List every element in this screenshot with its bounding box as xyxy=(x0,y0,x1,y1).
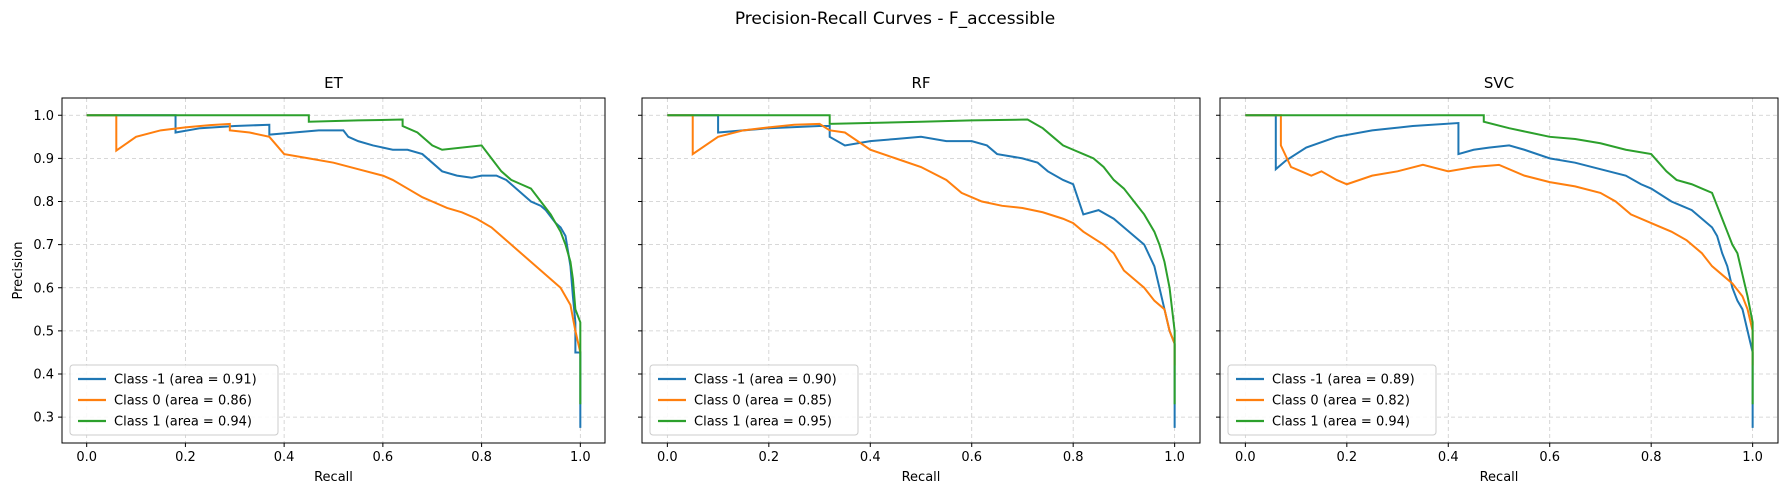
panel-1: 0.0 0.2 0.4 0.6 0.8 1.0 RF Recall Class -1 (area… xyxy=(638,74,1201,485)
panel-title: SVC xyxy=(1484,74,1514,92)
series-line-0 xyxy=(667,114,1176,428)
x-tick-label-5: 1.0 xyxy=(570,450,591,465)
panel-title: RF xyxy=(911,74,930,92)
series-line-1 xyxy=(86,114,582,353)
x-tick-label-0: 0.0 xyxy=(657,450,678,465)
x-axis-label: Recall xyxy=(314,470,353,485)
x-tick-label-1: 0.2 xyxy=(175,450,196,465)
x-tick-label-4: 0.8 xyxy=(471,450,492,465)
figure-suptitle: Precision-Recall Curves - F_accessible xyxy=(735,9,1055,29)
legend-box xyxy=(69,364,279,436)
legend-label-0: Class -1 (area = 0.91) xyxy=(114,373,257,388)
axes-frame xyxy=(1219,97,1779,444)
series-line-2 xyxy=(1245,114,1754,405)
y-axis-label: Precision xyxy=(11,241,26,299)
axes-frame xyxy=(61,97,606,444)
x-axis-label: Recall xyxy=(902,470,941,485)
panel-2: 0.0 0.2 0.4 0.6 0.8 1.0 SVC Recall Class -1 (are… xyxy=(1216,74,1779,485)
legend-label-1: Class 0 (area = 0.82) xyxy=(1272,394,1410,409)
legend-label-1: Class 0 (area = 0.85) xyxy=(694,394,832,409)
legend-label-2: Class 1 (area = 0.94) xyxy=(114,415,252,430)
y-tick-label-4: 0.7 xyxy=(33,238,54,253)
x-tick-label-2: 0.4 xyxy=(860,450,881,465)
x-tick-label-0: 0.0 xyxy=(1235,450,1256,465)
x-tick-label-4: 0.8 xyxy=(1063,450,1084,465)
y-tick-label-2: 0.5 xyxy=(33,324,54,339)
x-tick-label-5: 1.0 xyxy=(1742,450,1763,465)
series-line-1 xyxy=(667,114,1176,366)
x-tick-label-5: 1.0 xyxy=(1164,450,1185,465)
legend-label-1: Class 0 (area = 0.86) xyxy=(114,394,252,409)
y-tick-label-6: 0.9 xyxy=(33,152,54,167)
x-tick-label-2: 0.4 xyxy=(1438,450,1459,465)
x-tick-label-1: 0.2 xyxy=(758,450,779,465)
legend-label-2: Class 1 (area = 0.95) xyxy=(694,415,832,430)
series-line-1 xyxy=(1245,114,1754,366)
y-tick-label-1: 0.4 xyxy=(33,368,54,383)
x-tick-label-3: 0.6 xyxy=(961,450,982,465)
y-tick-label-5: 0.8 xyxy=(33,195,54,210)
x-tick-label-0: 0.0 xyxy=(76,450,97,465)
legend-box xyxy=(649,364,859,436)
legend-label-0: Class -1 (area = 0.90) xyxy=(694,373,837,388)
series-line-2 xyxy=(667,114,1176,405)
legend-label-2: Class 1 (area = 0.94) xyxy=(1272,415,1410,430)
y-tick-label-0: 0.3 xyxy=(33,411,54,426)
panel-title: ET xyxy=(324,74,343,92)
legend-label-0: Class -1 (area = 0.89) xyxy=(1272,373,1415,388)
x-tick-label-3: 0.6 xyxy=(1539,450,1560,465)
x-tick-label-2: 0.4 xyxy=(274,450,295,465)
y-tick-label-3: 0.6 xyxy=(33,281,54,296)
series-line-0 xyxy=(86,114,582,428)
axes-frame xyxy=(641,97,1201,444)
legend-box xyxy=(1227,364,1437,436)
y-tick-label-7: 1.0 xyxy=(33,109,54,124)
series-line-2 xyxy=(86,114,582,405)
series-line-0 xyxy=(1245,114,1754,428)
x-tick-label-3: 0.6 xyxy=(373,450,394,465)
x-tick-label-1: 0.2 xyxy=(1336,450,1357,465)
x-tick-label-4: 0.8 xyxy=(1641,450,1662,465)
x-axis-label: Recall xyxy=(1480,470,1519,485)
panel-0: 0.0 0.2 0.4 0.6 0.8 1.0 0.3 0.4 0.5 0.6 0.7 0.8 0.9 1… xyxy=(11,74,606,485)
